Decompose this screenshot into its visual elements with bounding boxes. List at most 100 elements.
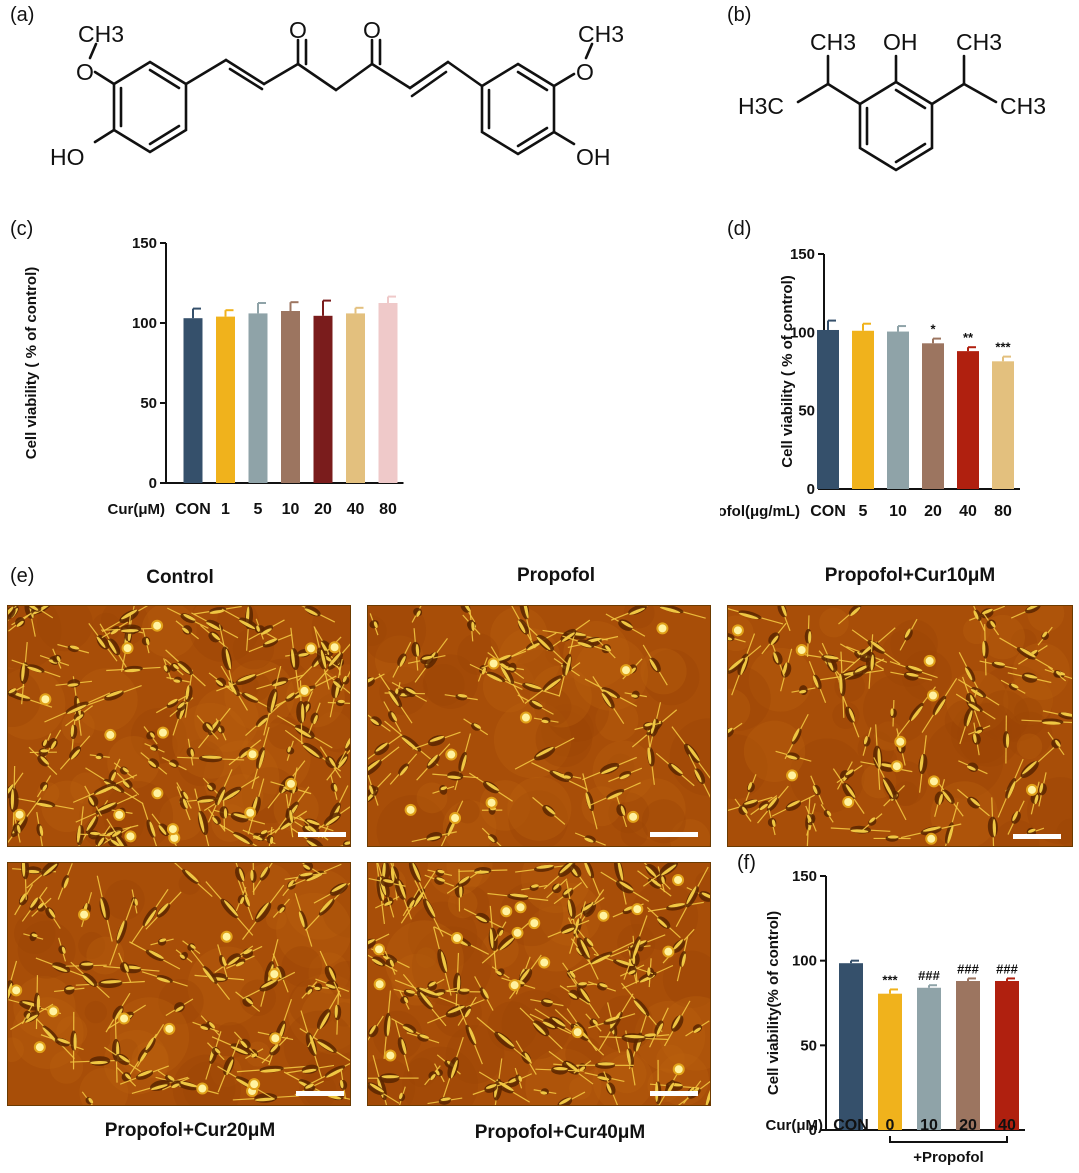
cell: [433, 926, 452, 996]
y-tick-label: 50: [798, 403, 815, 420]
ch3-right-label: CH3: [1000, 93, 1046, 119]
bar-10: [281, 311, 300, 483]
cell: [587, 981, 616, 992]
cell: [770, 639, 785, 677]
cell: [369, 613, 379, 636]
category-label: 80: [379, 501, 397, 518]
cell: [600, 871, 650, 902]
cell: [394, 1020, 410, 1072]
round-cell: [113, 808, 126, 821]
micrograph-background: [728, 606, 1072, 846]
cell: [368, 1073, 400, 1104]
y-tick-label: 0: [149, 475, 157, 492]
cell: [155, 694, 189, 714]
background-mottle: [8, 1037, 24, 1062]
cell: [838, 606, 873, 625]
cell: [784, 713, 809, 760]
background-mottle: [314, 711, 350, 750]
cell: [10, 1003, 54, 1031]
y-tick-label: 100: [132, 315, 157, 332]
category-label: 40: [959, 503, 977, 520]
cell: [242, 971, 296, 1000]
cell: [643, 863, 695, 887]
round-cell: [500, 905, 513, 918]
cell: [899, 618, 918, 651]
cell: [750, 795, 778, 816]
background-mottle: [957, 702, 1021, 767]
ch3-top-left-label: CH3: [810, 29, 856, 55]
x-axis-label: Propofol(μg/mL): [720, 503, 800, 520]
cell: [1002, 715, 1010, 764]
background-mottle: [832, 701, 860, 730]
round-cell: [894, 735, 907, 748]
category-label: 20: [924, 503, 942, 520]
round-cell: [485, 796, 498, 809]
background-mottle: [595, 698, 639, 742]
cell: [728, 796, 773, 811]
round-cell: [927, 689, 940, 702]
background-mottle: [104, 879, 145, 920]
cell: [728, 631, 746, 643]
cell: [515, 1040, 537, 1075]
round-cell: [923, 654, 936, 667]
cell: [511, 606, 536, 649]
x-axis-label: Cur(μM): [766, 1117, 824, 1134]
cell: [141, 628, 151, 654]
cell: [394, 979, 460, 1006]
cell: [889, 661, 938, 679]
cell: [235, 991, 261, 1012]
cell: [17, 797, 74, 810]
cell: [70, 961, 110, 999]
round-cell: [538, 956, 551, 969]
cell: [105, 992, 131, 1033]
background-mottle: [455, 799, 480, 824]
round-cell: [925, 832, 938, 845]
bar-80: [992, 361, 1014, 489]
cell: [192, 1021, 219, 1033]
cell: [8, 960, 18, 1021]
cell: [233, 1031, 258, 1057]
cell: [804, 615, 812, 657]
cell: [208, 672, 234, 693]
cell: [308, 702, 321, 734]
cell: [757, 785, 789, 824]
bar-20: [313, 315, 333, 483]
cell: [1048, 666, 1067, 682]
cell: [368, 1073, 419, 1084]
cell: [647, 901, 704, 912]
x-axis-label: Cur(μM): [108, 501, 166, 518]
round-cell: [514, 901, 527, 914]
background-mottle: [455, 886, 490, 921]
cell: [646, 907, 681, 939]
bar-5: [248, 313, 268, 483]
significance-label: *: [930, 322, 936, 337]
cell: [1042, 710, 1072, 722]
panel-label-e: (e): [10, 565, 35, 587]
round-cell: [528, 917, 541, 930]
background-mottle: [41, 780, 93, 833]
cell: [116, 772, 140, 796]
cell: [620, 964, 645, 977]
round-cell: [124, 830, 137, 843]
cell: [771, 794, 815, 817]
cell: [832, 768, 865, 814]
oh-label: OH: [883, 29, 918, 55]
background-mottle: [533, 688, 572, 726]
background-mottle: [544, 987, 571, 1015]
cell: [12, 814, 22, 843]
cell: [313, 627, 330, 690]
cell: [186, 738, 195, 766]
cell: [368, 1015, 384, 1048]
cell: [446, 988, 481, 995]
cell: [184, 669, 193, 718]
y-axis-label: Cell viability ( % of control): [779, 275, 796, 468]
cell: [559, 985, 590, 1005]
background-mottle: [493, 700, 572, 779]
cell: [562, 635, 610, 652]
cell: [286, 1064, 335, 1074]
cell: [155, 1076, 219, 1095]
cell: [219, 794, 229, 830]
cell: [514, 1067, 523, 1089]
round-cell: [33, 1041, 46, 1054]
background-mottle: [993, 819, 1040, 846]
